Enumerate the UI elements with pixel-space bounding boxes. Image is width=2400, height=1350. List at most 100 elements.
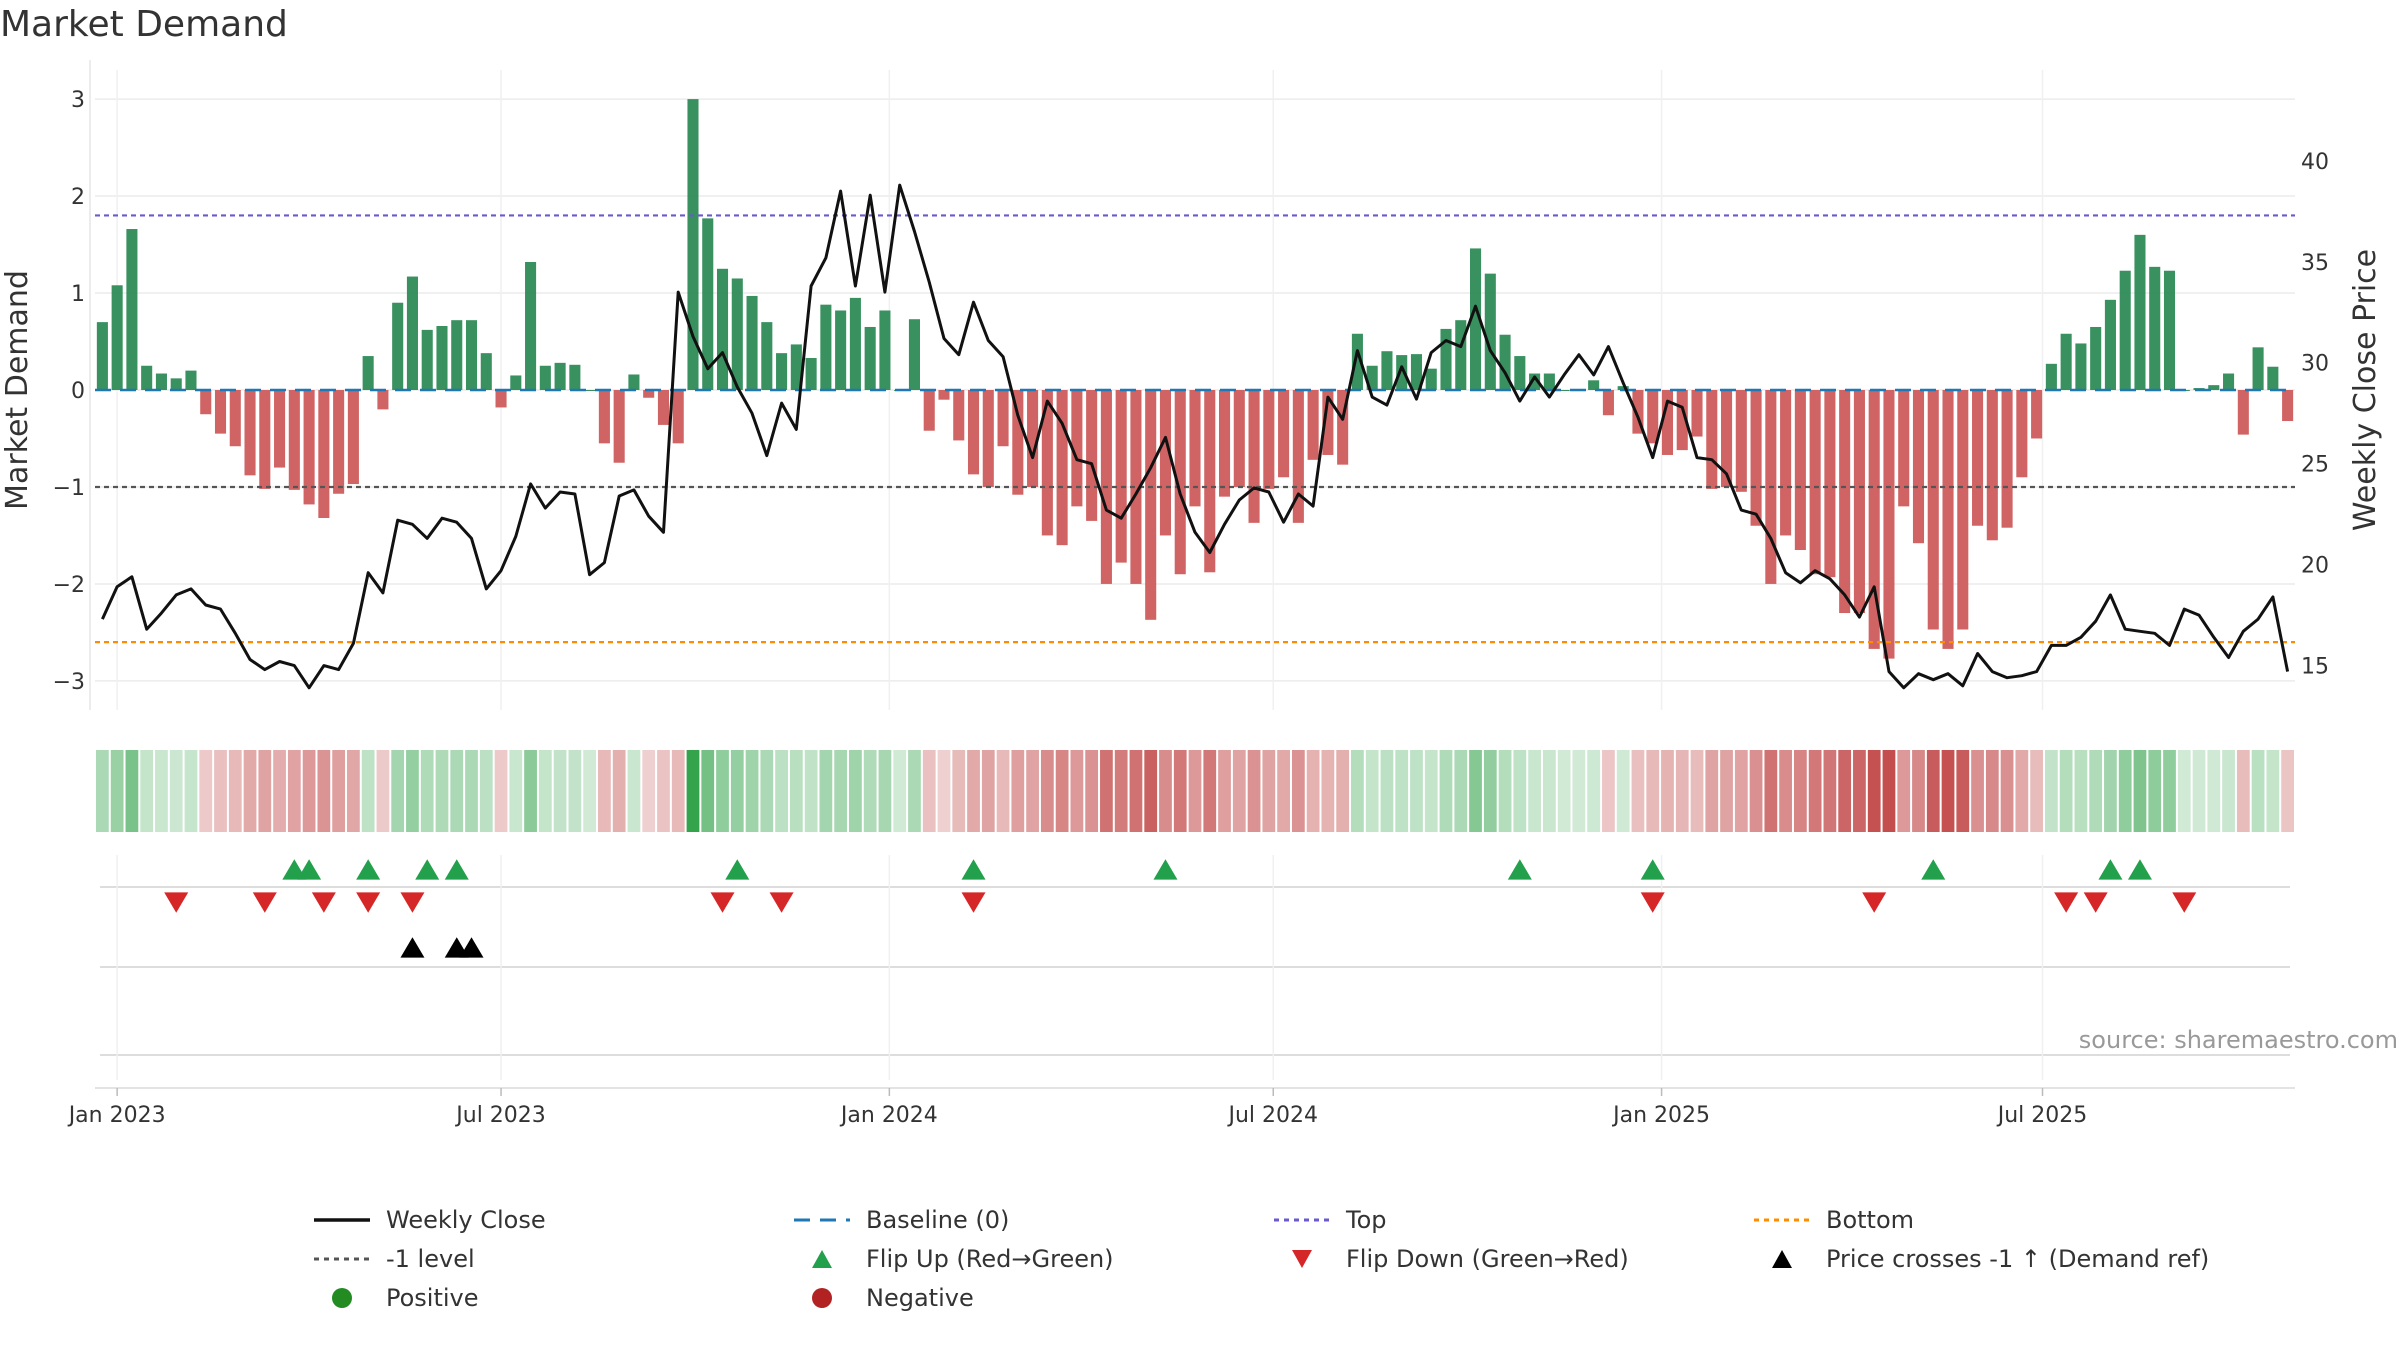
demand-strip-cell: [1144, 750, 1158, 832]
demand-bar: [510, 375, 522, 390]
demand-strip-cell: [1675, 750, 1689, 832]
demand-bar: [465, 320, 478, 390]
demand-strip-cell: [863, 750, 877, 832]
demand-bar: [1145, 390, 1157, 620]
chart-canvas: 3 2 1 0 −1 −2 −3 40 35 30 25 20 15 Market Demand Weekl…: [0, 60, 2398, 1128]
demand-strip-cell: [376, 750, 390, 832]
legend-item: Flip Down (Green→Red): [1270, 1245, 1629, 1273]
demand-bar: [790, 344, 802, 390]
legend-label: Flip Up (Red→Green): [866, 1245, 1114, 1273]
price-cross-marker: [400, 937, 425, 958]
demand-strip-cell: [760, 750, 774, 832]
demand-bar: [1558, 390, 1570, 391]
demand-strip-cell: [1985, 750, 1999, 832]
demand-bar: [318, 390, 330, 518]
flip-down-marker: [311, 892, 336, 913]
demand-strip-cell: [1661, 750, 1674, 832]
ytick-left-label: 0: [71, 379, 85, 404]
demand-strip-cell: [967, 750, 980, 832]
demand-strip-cell: [1867, 750, 1881, 832]
demand-bar: [1470, 248, 1482, 390]
demand-bar: [1366, 365, 1378, 390]
demand-bar: [1425, 368, 1437, 390]
demand-strip-cell: [701, 750, 715, 832]
demand-bar: [1278, 390, 1290, 478]
demand-bar: [569, 364, 581, 390]
demand-strip-cell: [1040, 750, 1054, 832]
demand-bar: [274, 390, 286, 468]
demand-bar: [2282, 390, 2294, 422]
demand-bar: [1071, 390, 1083, 507]
flip-down-marker: [961, 892, 986, 913]
demand-strip-cell: [1173, 750, 1187, 832]
demand-strip-cell: [2281, 750, 2294, 832]
demand-strip-cell: [125, 750, 139, 832]
demand-bar: [229, 390, 241, 447]
demand-bar: [716, 268, 729, 390]
demand-strip-cell: [2074, 750, 2088, 832]
demand-strip-cell: [1956, 750, 1970, 832]
demand-strip-cell: [509, 750, 523, 832]
xtick-label: Jul 2025: [1996, 1103, 2088, 1128]
demand-strip-cell: [1469, 750, 1482, 832]
legend-label: Negative: [866, 1284, 974, 1312]
demand-strip-cell: [1129, 750, 1143, 832]
demand-bar: [776, 353, 788, 390]
demand-bar: [687, 99, 699, 390]
demand-bar: [1514, 356, 1526, 390]
demand-bar: [480, 353, 492, 390]
flip-up-marker: [1640, 859, 1665, 880]
demand-bar: [1972, 390, 1984, 526]
ytick-right-label: 25: [2301, 453, 2329, 478]
demand-bar: [155, 373, 167, 390]
demand-strip-cell: [1602, 750, 1615, 832]
demand-bar: [2252, 347, 2264, 390]
demand-bar: [288, 390, 300, 490]
legend-item: Baseline (0): [790, 1206, 1009, 1234]
demand-bar: [746, 295, 758, 390]
y-axis-label-right: Weekly Close Price: [2348, 249, 2383, 531]
demand-bar: [1602, 390, 1614, 416]
demand-strip-cell: [671, 750, 685, 832]
demand-bar: [200, 390, 212, 415]
demand-bar: [1898, 390, 1910, 507]
legend-symbol-line-solid: [310, 1207, 374, 1233]
demand-strip-cell: [302, 750, 316, 832]
demand-bar: [1204, 390, 1216, 573]
demand-bar: [1883, 390, 1895, 659]
demand-strip-cell: [2118, 750, 2132, 832]
demand-strip-cell: [1055, 750, 1069, 832]
demand-strip-cell: [2236, 750, 2250, 832]
demand-strip-cell: [553, 750, 567, 832]
legend-symbol-circle: [310, 1285, 374, 1311]
flip-up-marker: [1153, 859, 1178, 880]
legend-label: Weekly Close: [386, 1206, 546, 1234]
legend-label: -1 level: [386, 1245, 475, 1273]
demand-strip-cell: [258, 750, 272, 832]
legend-symbol-line-dot: [1270, 1207, 1334, 1233]
demand-strip-cell: [1823, 750, 1837, 832]
demand-bar: [1041, 390, 1053, 536]
demand-strip-cell: [1513, 750, 1527, 832]
legend-label: Baseline (0): [866, 1206, 1010, 1234]
demand-strip-cell: [981, 750, 995, 832]
demand-strip-cell: [2030, 750, 2043, 832]
legend-label: Price crosses -1 ↑ (Demand ref): [1826, 1245, 2210, 1273]
demand-strip-cell: [1779, 750, 1792, 832]
demand-strip-cell: [184, 750, 198, 832]
demand-strip-cell: [2044, 750, 2058, 832]
xtick-label: Jan 2025: [1611, 1103, 1710, 1128]
demand-strip-cell: [1882, 750, 1896, 832]
demand-strip-cell: [908, 750, 921, 832]
demand-strip-cell: [2148, 750, 2162, 832]
legend-item: Price crosses -1 ↑ (Demand ref): [1750, 1245, 2209, 1273]
demand-strip-cell: [1085, 750, 1099, 832]
ytick-left-label: 2: [71, 185, 85, 210]
y-axis-label: Market Demand: [0, 270, 35, 510]
demand-strip-cell: [155, 750, 168, 832]
demand-strip-cell: [494, 750, 508, 832]
demand-strip-cell: [775, 750, 788, 832]
legend-item: Top: [1270, 1206, 1387, 1234]
demand-strip-cell: [1971, 750, 1984, 832]
demand-strip-cell: [627, 750, 641, 832]
